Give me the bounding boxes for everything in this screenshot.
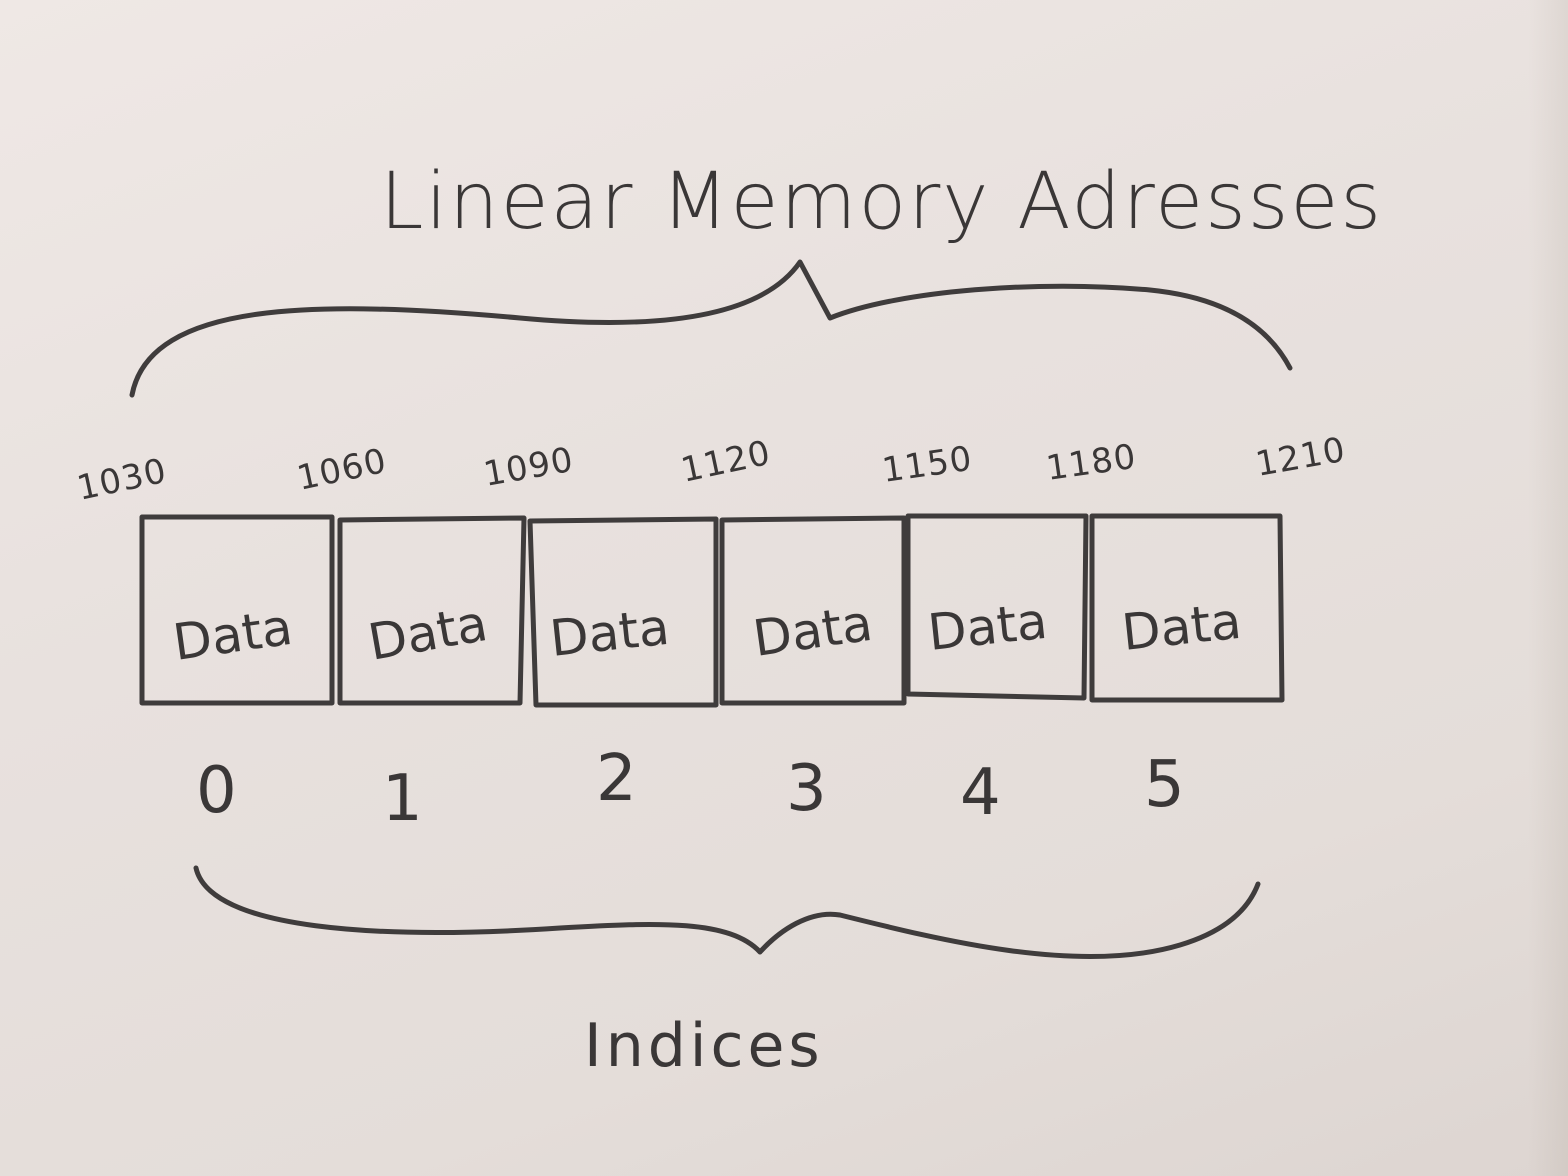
- top-brace: [129, 259, 1293, 398]
- bottom-brace: [193, 865, 1261, 960]
- memory-cell-box: [905, 513, 1089, 701]
- index-label: 4: [960, 756, 1001, 830]
- memory-cell-box: [139, 514, 335, 706]
- memory-cell-box: [719, 515, 907, 706]
- cell-data-label: Data: [750, 594, 876, 668]
- cell-data-label: Data: [1119, 592, 1244, 662]
- memory-cell-box: [527, 516, 719, 708]
- memory-cell-box: [337, 515, 527, 706]
- index-label: 0: [196, 754, 237, 828]
- cell-data-label: Data: [925, 592, 1050, 662]
- paper-edge-shadow: [1528, 0, 1568, 1176]
- diagram-title: Linear Memory Adresses: [380, 157, 1383, 247]
- memory-cells: Data Data Data Data Data Data: [139, 513, 1285, 708]
- cell-data-label: Data: [170, 598, 296, 672]
- address-label: 1030: [74, 451, 171, 509]
- address-label: 1150: [880, 439, 975, 491]
- index-label: 1: [382, 762, 423, 836]
- index-label: 5: [1144, 748, 1185, 822]
- index-labels: 0 1 2 3 4 5: [196, 742, 1185, 836]
- address-label: 1060: [294, 441, 391, 499]
- cell-data-label: Data: [364, 594, 492, 672]
- cell-data-label: Data: [547, 598, 672, 668]
- address-label: 1120: [678, 433, 775, 491]
- indices-label: Indices: [584, 1011, 824, 1081]
- memory-cell-box: [1089, 513, 1285, 703]
- index-label: 2: [596, 742, 637, 816]
- address-labels: 1030 1060 1090 1120 1150 1180 1210: [74, 430, 1349, 509]
- address-label: 1180: [1044, 437, 1139, 489]
- index-label: 3: [786, 752, 827, 826]
- address-label: 1210: [1253, 430, 1349, 485]
- address-label: 1090: [481, 440, 577, 495]
